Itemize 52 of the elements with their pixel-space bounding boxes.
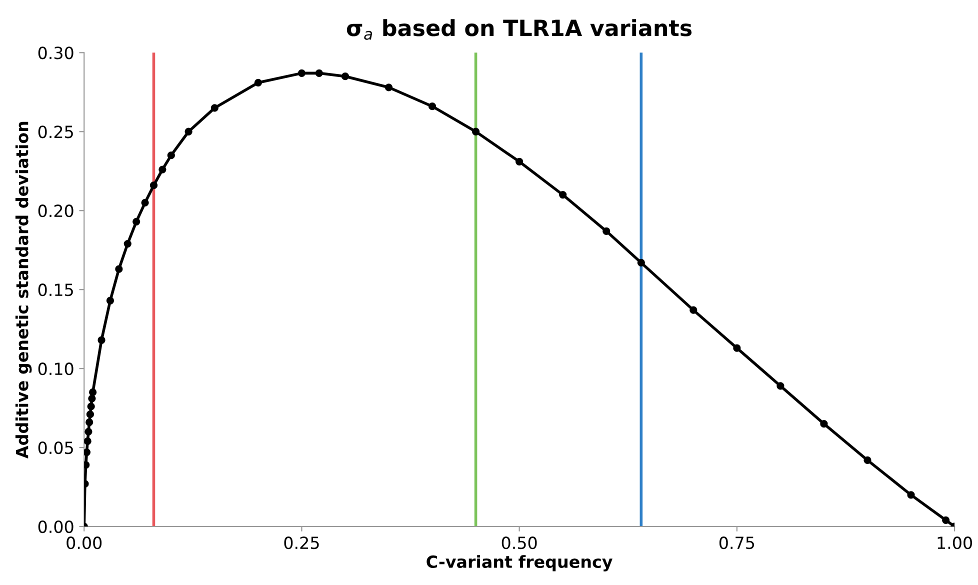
point <box>341 72 350 80</box>
point <box>124 240 132 248</box>
point <box>115 265 123 273</box>
x-axis-title: C-variant frequency <box>426 555 612 572</box>
point <box>132 218 140 226</box>
point <box>86 410 94 418</box>
point <box>602 227 610 235</box>
point <box>298 69 306 78</box>
point <box>516 158 524 166</box>
point <box>88 388 97 396</box>
y-tick-label: 0.05 <box>38 441 73 454</box>
y-tick-label: 0.30 <box>38 46 74 60</box>
point <box>776 382 784 390</box>
point <box>820 420 828 428</box>
y-tick-label: 0.25 <box>38 126 73 138</box>
point <box>942 516 950 524</box>
point <box>210 104 218 112</box>
chart-title: σ$_{a}$ based on TLR1A variants <box>346 19 692 40</box>
x-tick-label: 0.75 <box>719 536 754 550</box>
point <box>690 306 698 314</box>
point <box>315 69 323 78</box>
point <box>184 128 192 136</box>
point <box>733 344 741 352</box>
y-tick-label: 0.15 <box>38 284 73 296</box>
point <box>86 418 94 426</box>
x-tick-label: 0.00 <box>66 536 102 550</box>
point <box>158 166 166 174</box>
point <box>428 102 436 110</box>
x-tick-label: 0.50 <box>502 536 537 550</box>
point <box>907 491 915 499</box>
y-tick-label: 0.00 <box>38 520 74 534</box>
x-tick-label: 0.25 <box>284 536 319 550</box>
point <box>98 336 106 344</box>
point <box>88 394 96 402</box>
point <box>637 258 645 267</box>
point <box>150 182 158 190</box>
point <box>141 198 149 207</box>
point <box>167 152 175 160</box>
point <box>84 448 91 456</box>
point <box>864 456 872 464</box>
point <box>384 84 393 92</box>
y-tick-label: 0.20 <box>38 204 74 218</box>
point <box>472 128 480 136</box>
point <box>559 190 567 199</box>
point <box>254 78 262 86</box>
y-tick-label: 0.10 <box>38 362 74 376</box>
y-axis-title: Additive genetic standard deviation <box>15 122 32 459</box>
point <box>87 402 95 410</box>
x-tick-label: 1.00 <box>938 536 972 550</box>
point <box>106 296 114 304</box>
point <box>84 437 92 446</box>
point <box>84 428 92 436</box>
